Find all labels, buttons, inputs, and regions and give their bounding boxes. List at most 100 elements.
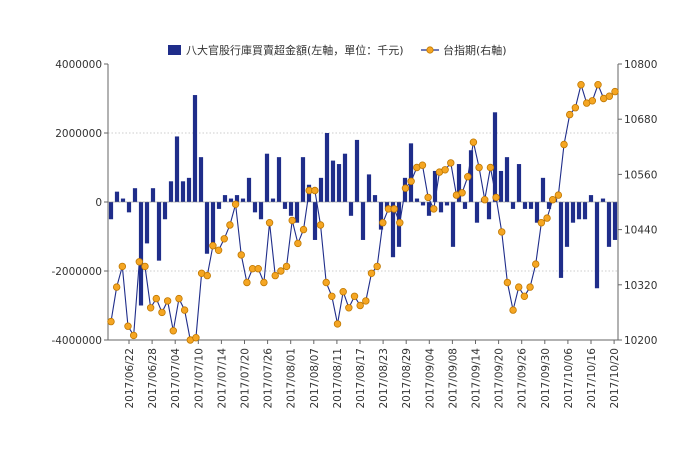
line-point: [588, 97, 597, 105]
line-point: [611, 87, 619, 96]
bar: [420, 202, 426, 206]
line-point: [328, 292, 336, 300]
line-point: [220, 235, 228, 243]
line-point: [594, 80, 602, 89]
line-point: [418, 161, 427, 169]
bar: [192, 95, 198, 202]
x-tick-label: 2017/09/20: [494, 348, 506, 409]
line-point: [294, 239, 302, 248]
bar: [132, 188, 138, 202]
line-point: [260, 278, 268, 287]
bar: [372, 195, 378, 202]
line-point: [464, 172, 472, 181]
bar: [282, 202, 288, 209]
bar: [504, 157, 510, 202]
line-point: [441, 166, 449, 174]
line-point: [163, 297, 172, 305]
bar: [300, 157, 306, 202]
bar: [576, 202, 582, 220]
bar: [438, 202, 444, 213]
bar: [378, 202, 384, 230]
bar: [330, 160, 336, 202]
bar: [534, 202, 540, 223]
line-point: [271, 271, 279, 280]
left-axis-ticks: 4000000 2000000 0 -2000000 -4000000: [51, 59, 108, 347]
line-point: [169, 327, 177, 335]
line-point: [135, 258, 144, 266]
legend-label-line: 台指期(右軸): [443, 43, 507, 57]
bar: [456, 164, 462, 202]
bar: [174, 136, 180, 202]
x-tick-label: 2017/10/20: [609, 348, 621, 409]
x-tick-label: 2017/09/26: [517, 348, 529, 409]
x-tick-label: 2017/08/23: [378, 348, 390, 409]
line-point: [107, 317, 115, 326]
line-point: [209, 241, 217, 250]
bar: [312, 202, 318, 240]
bar: [492, 112, 498, 202]
x-tick-label: 2017/10/06: [563, 348, 575, 409]
bar: [432, 170, 438, 202]
bar: [612, 202, 618, 240]
bar: [324, 133, 330, 202]
line-point: [288, 216, 296, 225]
line-point: [571, 103, 580, 112]
bar: [606, 202, 612, 247]
line-point: [231, 200, 240, 208]
bar: [234, 195, 240, 202]
line-point: [526, 283, 534, 291]
line-point: [141, 262, 149, 271]
right-tick-label: 10200: [624, 335, 657, 347]
bar: [126, 202, 132, 213]
line-point: [243, 278, 251, 287]
bar: [414, 198, 420, 202]
x-tick-label: 2017/09/08: [447, 348, 459, 409]
line-point: [203, 271, 211, 280]
line-point: [345, 304, 353, 312]
x-tick-label: 2017/09/30: [540, 348, 552, 409]
line-point: [503, 278, 512, 287]
x-tick-label: 2017/08/29: [401, 348, 413, 409]
bar: [144, 202, 150, 244]
bar: [528, 202, 534, 209]
line-point: [475, 163, 483, 172]
line-point: [362, 297, 370, 305]
bar: [198, 157, 204, 202]
bar: [582, 202, 588, 220]
line-point: [543, 214, 551, 222]
line-point: [237, 251, 245, 259]
bar: [162, 202, 168, 220]
line-point: [277, 267, 285, 275]
bar: [186, 177, 192, 202]
bar: [408, 143, 414, 202]
line-point: [118, 262, 127, 271]
line-point: [577, 80, 585, 89]
line-point: [180, 306, 189, 314]
line-point: [356, 301, 364, 310]
line-point: [226, 221, 234, 229]
line-point: [481, 195, 489, 204]
bar-series: [108, 95, 618, 306]
x-tick-label: 2017/10/16: [586, 348, 598, 409]
bar: [366, 174, 372, 202]
bar: [384, 202, 390, 209]
line-point: [322, 278, 330, 287]
line-point: [152, 294, 160, 303]
bar: [558, 202, 564, 278]
right-tick-label: 10680: [624, 114, 657, 126]
bar: [156, 202, 162, 261]
bar: [276, 157, 282, 202]
line-point: [447, 159, 455, 167]
bar: [222, 195, 228, 202]
line-point: [339, 288, 347, 296]
line-series: [107, 80, 619, 344]
legend-swatch-bar: [168, 45, 181, 55]
line-point: [401, 184, 410, 192]
bar: [246, 177, 252, 202]
line-point: [520, 292, 529, 300]
bar: [108, 202, 114, 220]
legend-swatch-marker: [426, 46, 434, 54]
line-point: [396, 218, 404, 227]
line-point: [492, 193, 500, 202]
